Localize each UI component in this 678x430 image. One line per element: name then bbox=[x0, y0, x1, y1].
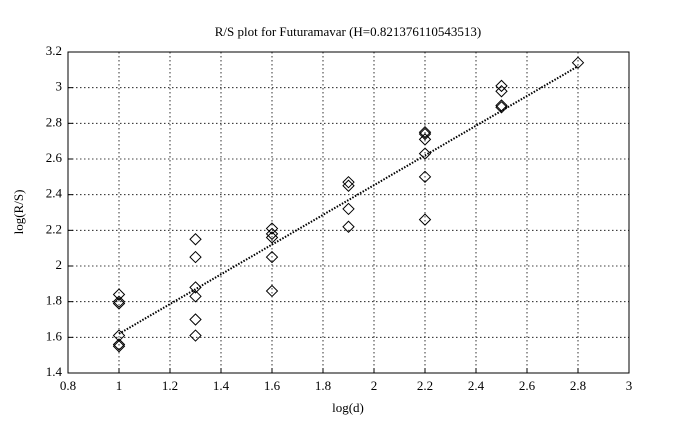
point bbox=[418, 133, 432, 146]
point bbox=[265, 222, 279, 235]
point bbox=[418, 126, 432, 139]
x-tick-label: 1.2 bbox=[162, 378, 178, 393]
point bbox=[265, 231, 279, 244]
point bbox=[418, 213, 432, 226]
x-tick-label: 1.4 bbox=[213, 378, 230, 393]
x-tick-label: 1.8 bbox=[315, 378, 331, 393]
point bbox=[265, 250, 279, 264]
y-tick-label: 2.4 bbox=[46, 186, 63, 201]
point bbox=[112, 288, 126, 301]
point bbox=[342, 179, 355, 192]
x-tick-label: 2 bbox=[371, 378, 378, 393]
x-tick-label: 1 bbox=[116, 378, 123, 393]
y-tick-label: 1.8 bbox=[46, 293, 62, 308]
point bbox=[342, 220, 355, 233]
fit-line bbox=[118, 65, 579, 335]
point bbox=[112, 338, 126, 351]
point bbox=[418, 170, 432, 184]
x-tick-label: 2.4 bbox=[468, 378, 485, 393]
point bbox=[265, 227, 279, 241]
point bbox=[112, 297, 126, 310]
point bbox=[189, 250, 202, 264]
point bbox=[189, 233, 202, 246]
point bbox=[189, 329, 202, 342]
y-tick-label: 2.8 bbox=[46, 114, 62, 129]
plot-frame bbox=[67, 51, 630, 374]
y-tick-label: 3 bbox=[56, 79, 63, 94]
point bbox=[112, 340, 126, 353]
x-tick-label: 2.2 bbox=[417, 378, 433, 393]
point bbox=[189, 281, 202, 294]
x-tick-label: 1.6 bbox=[264, 378, 281, 393]
x-tick-label: 0.8 bbox=[60, 378, 76, 393]
point bbox=[342, 175, 355, 189]
point bbox=[495, 101, 508, 114]
y-tick-label: 2 bbox=[56, 257, 63, 272]
point bbox=[189, 313, 202, 326]
y-tick-label: 2.6 bbox=[46, 150, 63, 165]
point bbox=[265, 284, 279, 298]
point bbox=[495, 99, 508, 112]
y-tick-label: 1.4 bbox=[46, 364, 63, 379]
x-tick-label: 2.8 bbox=[570, 378, 586, 393]
y-tick-label: 1.6 bbox=[46, 328, 63, 343]
point bbox=[571, 56, 585, 69]
point bbox=[495, 85, 508, 98]
point bbox=[189, 290, 202, 303]
x-tick-label: 2.6 bbox=[519, 378, 536, 393]
point bbox=[418, 127, 432, 141]
point bbox=[418, 147, 432, 160]
point bbox=[342, 202, 355, 216]
x-tick-label: 3 bbox=[626, 378, 633, 393]
point bbox=[495, 79, 508, 93]
y-tick-label: 2.2 bbox=[46, 221, 62, 236]
y-tick-label: 3.2 bbox=[46, 43, 62, 58]
chart-title: R/S plot for Futuramavar (H=0.8213761105… bbox=[215, 24, 481, 39]
point bbox=[112, 295, 126, 308]
y-axis-label: log(R/S) bbox=[11, 190, 26, 235]
x-axis-label: log(d) bbox=[332, 400, 364, 415]
